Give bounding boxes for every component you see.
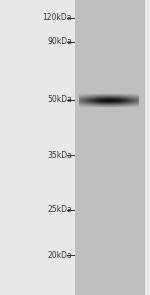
Text: 20kDa: 20kDa xyxy=(47,250,72,260)
Text: 50kDa: 50kDa xyxy=(47,96,72,104)
Text: 25kDa: 25kDa xyxy=(47,206,72,214)
Text: 90kDa: 90kDa xyxy=(47,37,72,47)
Text: 35kDa: 35kDa xyxy=(47,150,72,160)
Text: 120kDa: 120kDa xyxy=(42,14,72,22)
